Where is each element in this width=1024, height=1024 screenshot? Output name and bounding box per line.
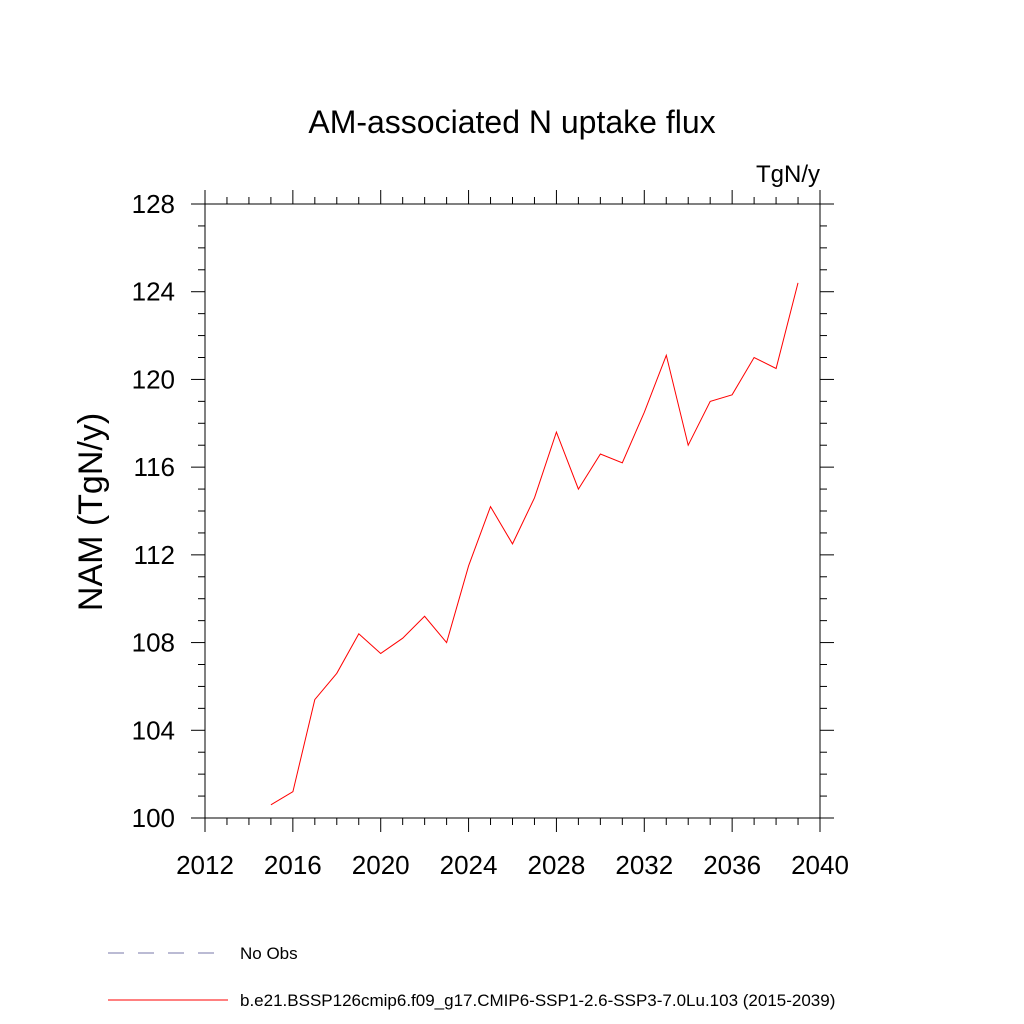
y-tick-label: 100: [132, 803, 175, 833]
x-tick-label: 2024: [440, 850, 498, 880]
x-tick-label: 2020: [352, 850, 410, 880]
x-tick-label: 2012: [176, 850, 234, 880]
y-tick-label: 128: [132, 189, 175, 219]
legend: No Obs b.e21.BSSP126cmip6.f09_g17.CMIP6-…: [108, 944, 835, 1010]
plot-frame: [204, 203, 821, 819]
minor-ticks: [198, 197, 827, 825]
y-tick-label: 124: [132, 277, 175, 307]
y-tick-label: 108: [132, 628, 175, 658]
chart-title: AM-associated N uptake flux: [308, 104, 715, 140]
major-ticks: [191, 190, 834, 832]
legend-label-no-obs: No Obs: [240, 944, 298, 963]
x-tick-label: 2040: [791, 850, 849, 880]
series-line: [270, 282, 799, 806]
x-tick-label: 2028: [528, 850, 586, 880]
series-layer: [270, 282, 799, 806]
y-axis-label: NAM (TgN/y): [72, 413, 110, 611]
x-tick-label: 2032: [615, 850, 673, 880]
x-tick-label: 2016: [264, 850, 322, 880]
y-tick-label: 112: [134, 540, 175, 570]
y-tick-label: 104: [132, 715, 175, 745]
y-tick-label: 116: [134, 452, 175, 482]
legend-label-series: b.e21.BSSP126cmip6.f09_g17.CMIP6-SSP1-2.…: [240, 991, 835, 1010]
x-tick-label: 2036: [703, 850, 761, 880]
y-tick-label: 120: [132, 364, 175, 394]
tick-labels: 2012 2016 2020 2024 2028 2032 2036 2040 100 104 10…: [132, 189, 849, 880]
units-label: TgN/y: [756, 161, 820, 188]
